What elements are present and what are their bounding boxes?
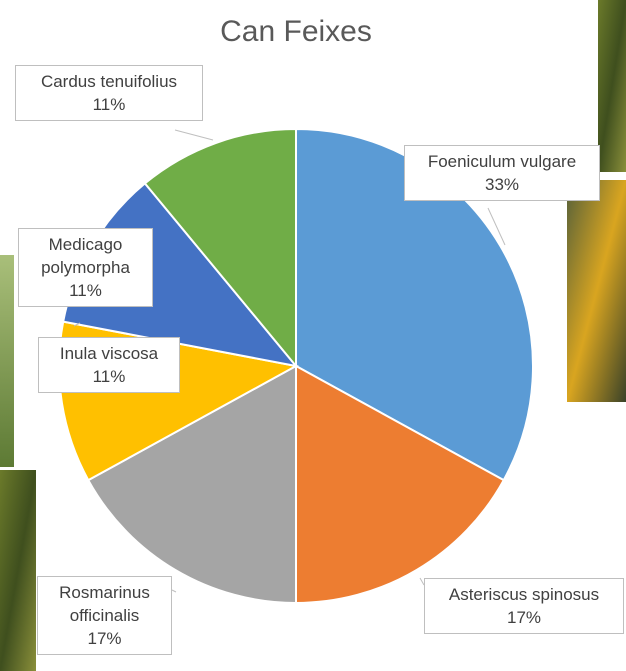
photo xyxy=(598,0,626,172)
label-name: Rosmarinus officinalis xyxy=(59,583,150,625)
pie-slice xyxy=(143,127,297,369)
label-value: 33% xyxy=(484,175,520,194)
label-name: Medicago polymorpha xyxy=(41,235,130,277)
label-name: Inula viscosa xyxy=(59,344,159,363)
label-name: Foeniculum vulgare xyxy=(427,152,577,171)
pie-slice xyxy=(295,127,534,482)
data-label: Foeniculum vulgare 33% xyxy=(404,145,600,201)
label-value: 11% xyxy=(92,95,126,114)
pie-slice xyxy=(86,364,297,605)
leader-line xyxy=(174,129,214,141)
leader-line xyxy=(487,207,506,246)
label-name: Cardus tenuifolius xyxy=(40,72,178,91)
label-value: 17% xyxy=(506,608,542,627)
data-label: Medicago polymorpha 11% xyxy=(18,228,153,307)
label-name: Asteriscus spinosus xyxy=(448,585,600,604)
leader-line xyxy=(73,322,81,327)
data-label: Asteriscus spinosus 17% xyxy=(424,578,624,634)
data-label: Inula viscosa 11% xyxy=(38,337,180,393)
leader-line xyxy=(419,577,425,586)
leader-line xyxy=(171,589,177,593)
chart-title: Can Feixes xyxy=(220,15,372,48)
photo xyxy=(0,255,14,467)
data-label: Cardus tenuifolius 11% xyxy=(15,65,203,121)
photo xyxy=(567,180,626,402)
label-value: 11% xyxy=(92,367,126,386)
label-value: 17% xyxy=(87,629,122,648)
pie-slice xyxy=(295,364,506,605)
data-label: Rosmarinus officinalis 17% xyxy=(37,576,172,655)
photo xyxy=(0,470,36,671)
label-value: 11% xyxy=(69,281,102,300)
